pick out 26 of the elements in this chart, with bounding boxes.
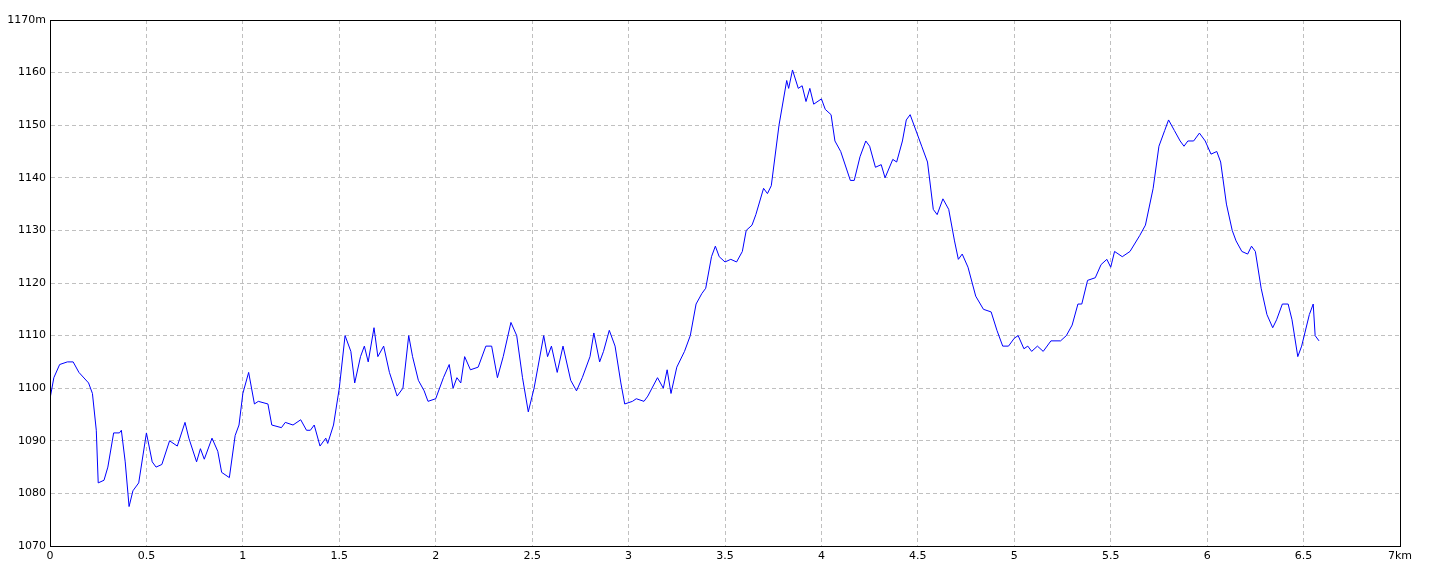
y-tick-label: 1170m bbox=[7, 12, 46, 26]
y-tick-label: 1100 bbox=[18, 381, 46, 395]
y-tick-label: 1080 bbox=[18, 486, 46, 500]
y-tick-label: 1140 bbox=[18, 170, 46, 184]
y-tick-label: 1160 bbox=[18, 65, 46, 79]
x-tick-label: 5 bbox=[1010, 549, 1018, 563]
x-tick-label: 1.5 bbox=[330, 549, 349, 563]
x-tick-label: 2 bbox=[432, 549, 440, 563]
x-tick-label: 7km bbox=[1387, 549, 1413, 563]
x-tick-label: 6 bbox=[1203, 549, 1211, 563]
y-tick-label: 1150 bbox=[18, 118, 46, 132]
x-tick-label: 2.5 bbox=[523, 549, 541, 563]
x-tick-label: 3 bbox=[625, 549, 633, 563]
y-tick-label: 1090 bbox=[18, 433, 46, 447]
y-tick-label: 1130 bbox=[18, 223, 46, 237]
x-tick-label: 6.5 bbox=[1294, 549, 1313, 563]
x-tick-label: 3.5 bbox=[716, 549, 734, 563]
y-tick-label: 1110 bbox=[18, 328, 46, 342]
x-tick-label: 1 bbox=[239, 549, 247, 563]
y-tick-label: 1070 bbox=[18, 538, 46, 552]
x-tick-label: 5.5 bbox=[1101, 549, 1120, 563]
x-tick-label: 4.5 bbox=[909, 549, 927, 563]
y-tick-label: 1120 bbox=[18, 275, 46, 289]
x-tick-label: 0 bbox=[46, 549, 54, 563]
x-tick-label: 4 bbox=[817, 549, 825, 563]
x-tick-label: 0.5 bbox=[137, 549, 156, 563]
